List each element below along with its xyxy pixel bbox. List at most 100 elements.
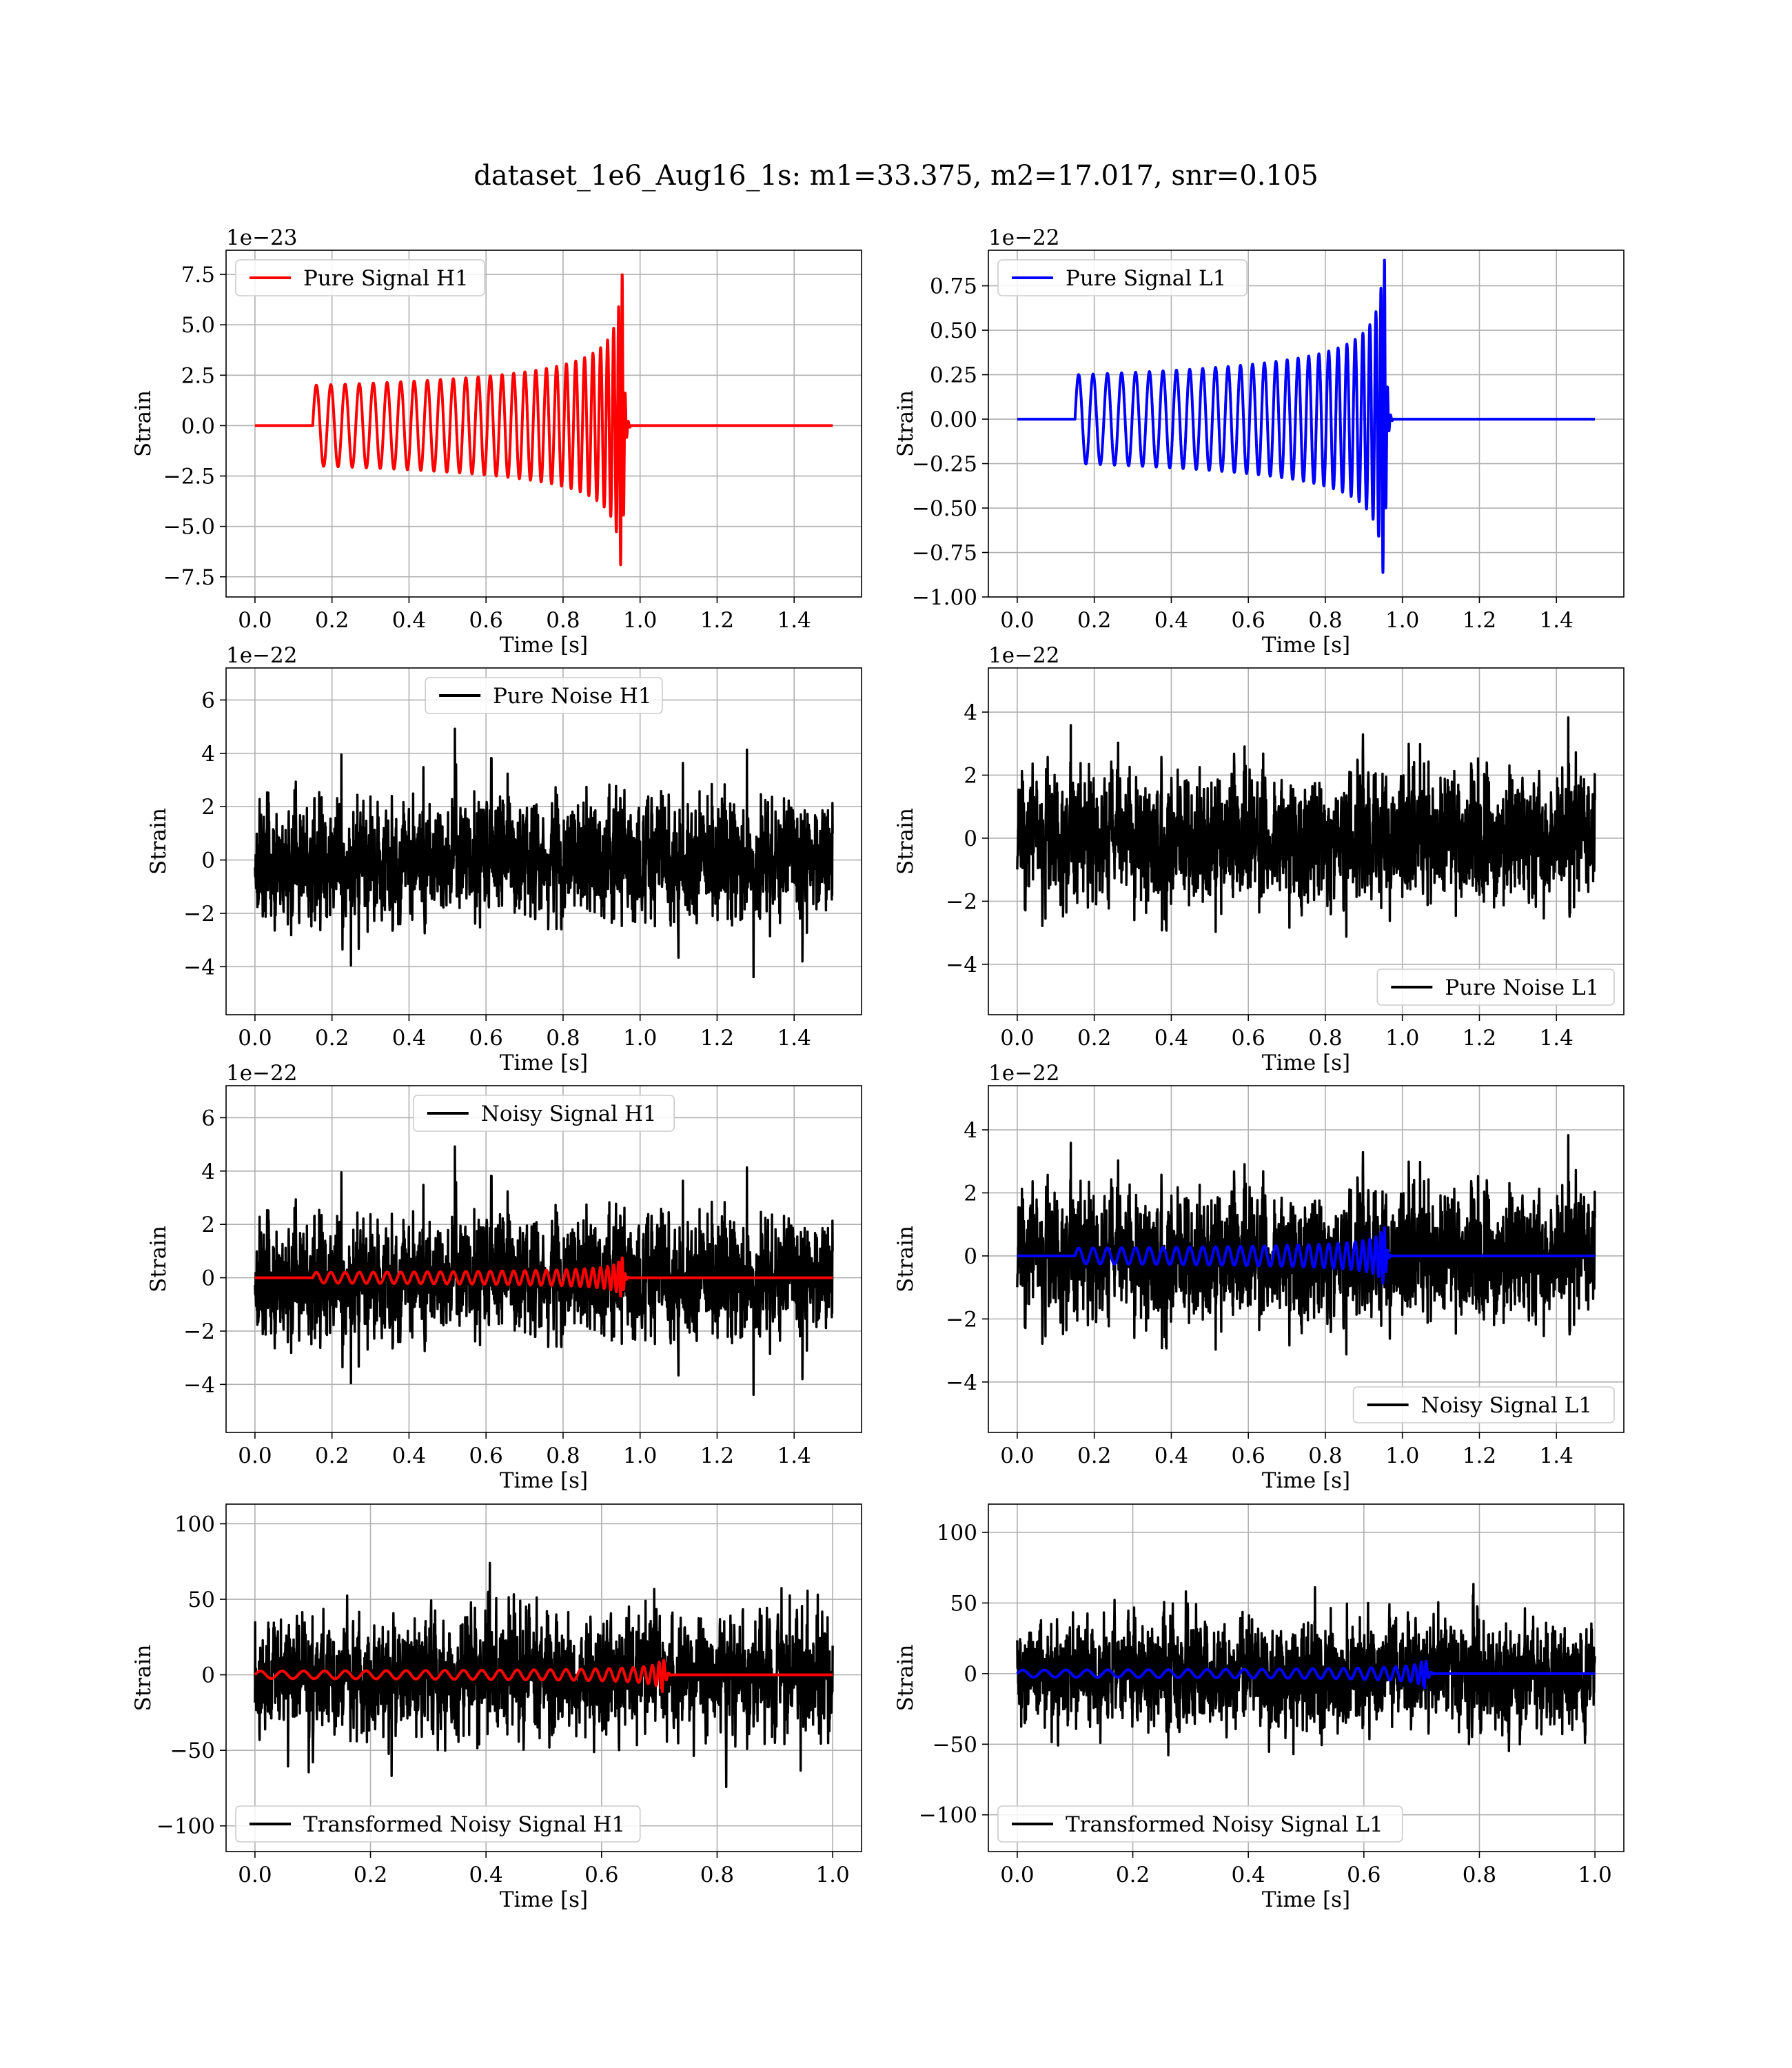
x-tick-label: 0.0 [1000,1863,1034,1887]
x-tick-label: 1.0 [623,608,657,633]
x-tick-label: 0.4 [392,1026,426,1051]
x-tick-label: 0.6 [1232,1026,1265,1051]
series-line-transformed-noisy-signal-l1 [1016,1583,1596,1756]
axis-offset-label: 1e−22 [988,225,1060,250]
x-tick-label: 0.2 [1077,1443,1111,1468]
series-group [1016,716,1596,938]
y-axis-label: Strain [146,808,171,875]
y-tick-label: −0.75 [912,541,977,566]
x-tick-label: 1.0 [623,1026,657,1051]
x-tick-label: 1.2 [1463,1026,1496,1051]
legend-box [997,259,1248,296]
legend-entry: Noisy Signal L1 [1421,1393,1593,1418]
x-tick-label: 0.8 [1308,1026,1342,1051]
x-tick-label: 0.2 [1077,608,1111,633]
x-tick-label: 0.6 [1347,1863,1381,1887]
y-tick-label: 5.0 [181,313,215,338]
axes-frame [988,1085,1625,1433]
axes-frame [988,1503,1625,1852]
y-tick-label: 0 [201,849,215,873]
series-line-pure-noise-h1 [254,727,834,979]
legend-entry: Pure Noise H1 [493,684,651,709]
x-tick-label: 1.4 [777,1443,811,1468]
subplot-noisy-signal-l1: 0.0 0.2 0.4 0.6 0.8 1.0 1.2 1.4 −4 −2 0 2 4 Time [s] S… [893,1061,1625,1493]
x-tick-label: 0.4 [392,608,426,633]
x-tick-label: 0.4 [1232,1863,1265,1887]
x-tick-label: 0.0 [238,1026,272,1051]
y-tick-label: −1.00 [912,585,977,610]
series-group [254,1145,834,1397]
axes-frame [988,667,1625,1015]
y-tick-label: −2 [946,889,977,914]
y-tick-label: −4 [946,1370,977,1395]
y-tick-label: 4 [964,1118,977,1143]
legend-entry: Pure Noise L1 [1445,975,1599,1000]
y-tick-label: 6 [201,688,215,713]
legend-entry: Noisy Signal H1 [481,1102,657,1126]
y-axis-label: Strain [893,1226,918,1292]
legend: Pure Noise L1 [1376,969,1615,1006]
series-group [1016,258,1596,574]
y-tick-label: 0.25 [930,363,977,388]
x-tick-label: 0.4 [469,1863,503,1887]
y-tick-label: 4 [964,700,977,725]
y-tick-label: 0 [964,827,977,851]
y-tick-label: 50 [188,1588,215,1612]
series-line-overlay-1 [1016,1660,1596,1690]
y-tick-label: 2 [201,1213,215,1237]
legend: Transformed Noisy Signal H1 [235,1805,641,1843]
y-tick-label: 0 [964,1662,977,1687]
y-axis-label: Strain [146,1226,171,1292]
y-tick-label: 2 [964,763,977,788]
x-tick-label: 1.2 [700,608,734,633]
y-tick-label: −100 [919,1803,977,1828]
axes-frame [988,250,1625,598]
subplot-grid: 0.0 0.2 0.4 0.6 0.8 1.0 1.2 1.4 −7.5 −5.0 −2.5 0.0 2… [131,225,1625,1912]
y-tick-label: 0 [201,1266,215,1291]
x-axis-label: Time [s] [500,633,588,658]
y-tick-label: 0.00 [930,407,977,432]
y-tick-label: 0 [964,1244,977,1269]
y-tick-label: −4 [183,955,215,980]
y-tick-label: −5.0 [163,515,215,540]
legend-box [235,259,485,296]
series-group [1016,1134,1596,1356]
y-tick-label: 0 [201,1663,215,1688]
x-tick-label: 0.8 [1463,1863,1496,1887]
x-tick-label: 1.4 [777,1026,811,1051]
y-tick-label: −100 [156,1814,215,1839]
x-axis-label: Time [s] [500,1468,588,1493]
series-group [254,727,834,979]
x-axis-label: Time [s] [500,1887,588,1912]
x-tick-label: 0.0 [238,608,272,633]
x-tick-label: 1.0 [1385,1443,1419,1468]
y-tick-label: −50 [933,1732,977,1757]
legend-entry: Pure Signal H1 [303,266,469,291]
axis-offset-label: 1e−23 [226,225,298,250]
axes-frame [225,250,862,598]
x-tick-label: 1.2 [700,1026,734,1051]
x-tick-label: 0.2 [1116,1863,1150,1887]
x-tick-label: 0.6 [469,608,503,633]
y-tick-label: 2.5 [181,363,215,388]
series-line-transformed-noisy-signal-h1 [254,1561,834,1789]
x-tick-label: 1.4 [1540,1026,1574,1051]
series-line-pure-signal-h1 [254,273,834,567]
legend-box [235,1805,641,1843]
legend-box [425,677,663,714]
x-axis-label: Time [s] [1262,1051,1350,1075]
x-tick-label: 0.2 [1077,1026,1111,1051]
y-tick-label: −7.5 [163,565,215,590]
x-tick-label: 1.0 [1385,1026,1419,1051]
subplot-pure-signal-l1: 0.0 0.2 0.4 0.6 0.8 1.0 1.2 1.4 −1.00 −0.75 −0.50 −… [893,225,1625,658]
y-tick-label: 4 [201,742,215,767]
x-tick-label: 0.0 [1000,608,1034,633]
subplot-pure-noise-h1: 0.0 0.2 0.4 0.6 0.8 1.0 1.2 1.4 −4 −2 0 2 4 6 Time [s]… [146,643,862,1075]
y-tick-label: 6 [201,1106,215,1131]
subplot-pure-noise-l1: 0.0 0.2 0.4 0.6 0.8 1.0 1.2 1.4 −4 −2 0 2 4 Time [s] S… [893,643,1625,1075]
legend-entry: Transformed Noisy Signal H1 [303,1812,625,1837]
x-tick-label: 0.0 [238,1443,272,1468]
legend: Noisy Signal L1 [1352,1386,1615,1423]
x-tick-label: 0.4 [1154,1026,1188,1051]
